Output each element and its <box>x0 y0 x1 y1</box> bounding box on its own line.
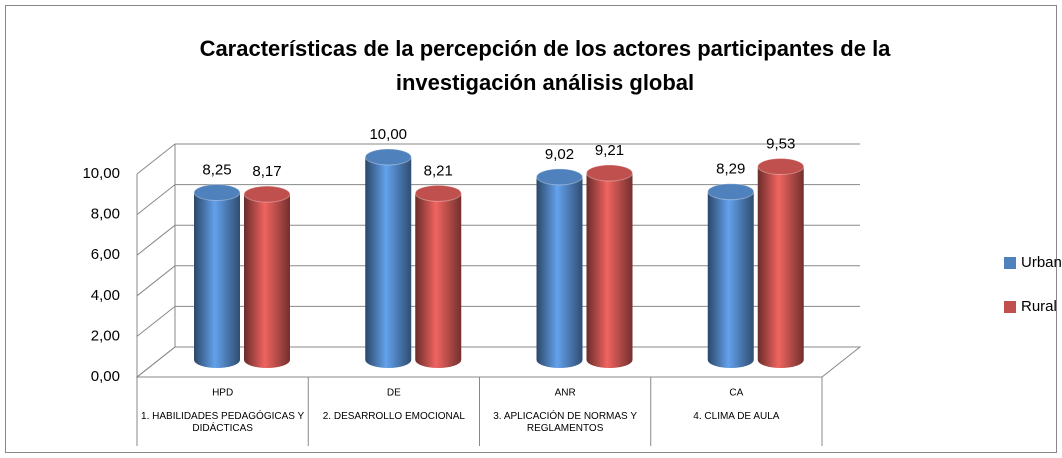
cylinder-top <box>757 158 805 176</box>
cylinder-top <box>364 148 412 166</box>
cylinder-body <box>757 166 804 368</box>
grid-line <box>136 184 176 215</box>
x-tick-label: CA <box>729 388 743 399</box>
cylinder-body <box>586 173 633 368</box>
x-tick-label: HPD <box>212 388 233 399</box>
value-label: 9,02 <box>545 146 574 163</box>
value-label: 8,25 <box>202 161 231 178</box>
cylinder-top <box>707 183 755 201</box>
grid-line <box>136 224 176 256</box>
cylinder-top <box>193 184 241 202</box>
cylinder-top <box>586 164 633 182</box>
grid-line <box>136 143 176 175</box>
x-group-label: 2. DESARROLLO EMOCIONAL <box>322 411 465 422</box>
x-tick-label: DE <box>387 388 401 399</box>
cylinder-body <box>415 193 462 368</box>
legend-label: Rural <box>1021 298 1057 315</box>
chart-border <box>5 5 1057 453</box>
chart-title: Características de la percepción de los … <box>200 36 892 61</box>
value-label: 8,21 <box>424 162 453 179</box>
y-tick-label: 8,00 <box>91 206 120 223</box>
grid-line <box>136 306 176 337</box>
cylinder-top <box>536 168 583 186</box>
x-tick-label: ANR <box>555 388 576 399</box>
cylinder-body <box>365 157 412 368</box>
y-tick-label: 10,00 <box>82 165 120 182</box>
cylinder-body <box>707 191 754 368</box>
y-tick-label: 2,00 <box>91 327 120 344</box>
value-label: 8,17 <box>252 163 281 180</box>
x-group-label: 4. CLIMA DE AULA <box>693 411 780 422</box>
cylinder-top <box>243 185 291 203</box>
cylinder-top <box>414 184 462 202</box>
y-tick-label: 4,00 <box>91 287 120 304</box>
chart-title: investigación análisis global <box>396 70 694 95</box>
value-label: 9,53 <box>766 136 795 153</box>
cylinder-body <box>536 176 583 368</box>
x-group-label: 1. HABILIDADES PEDAGÓGICAS Y DIDÁCTICAS <box>141 411 305 434</box>
grid-line <box>136 346 176 378</box>
value-label: 9,21 <box>595 142 624 159</box>
grid-line <box>136 265 176 297</box>
y-tick-label: 0,00 <box>91 368 120 385</box>
cylinder-body <box>244 194 290 368</box>
legend-swatch <box>1004 301 1016 313</box>
x-group-label: 3. APLICACIÓN DE NORMAS Y REGLAMENTOS <box>493 411 637 434</box>
legend-swatch <box>1004 257 1016 269</box>
y-tick-label: 6,00 <box>91 246 120 263</box>
value-label: 10,00 <box>369 126 407 143</box>
legend-label: Urbano <box>1021 254 1062 271</box>
cylinder-body <box>194 192 240 368</box>
value-label: 8,29 <box>716 161 745 178</box>
